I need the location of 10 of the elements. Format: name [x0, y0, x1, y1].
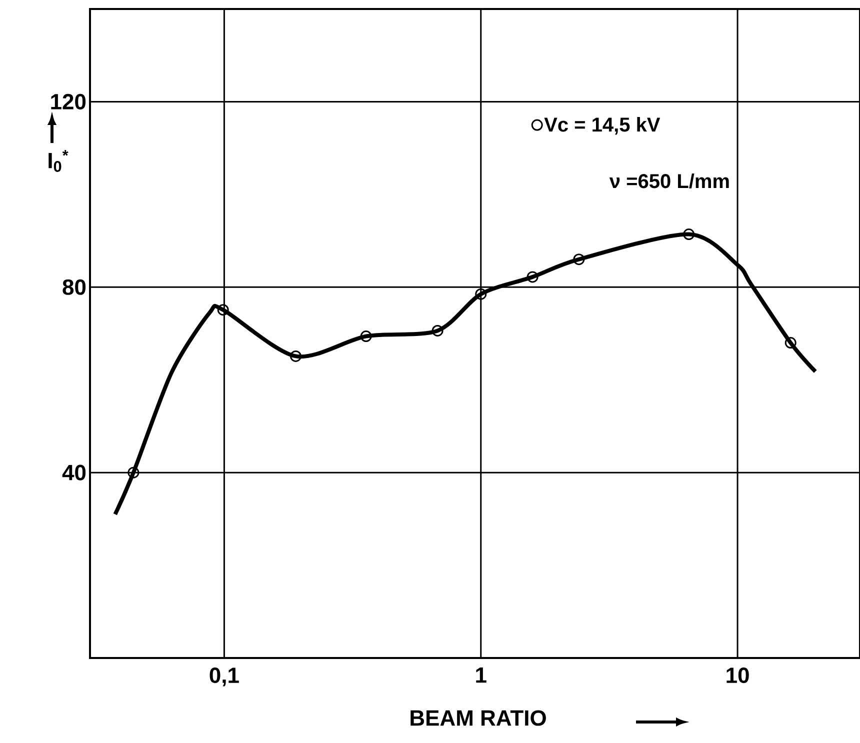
x-tick-label: 0,1	[210, 668, 239, 686]
annotation: ν =650 L/mm	[609, 174, 729, 188]
x-tick-label: 10	[726, 668, 749, 684]
y-axis-title: I$_{0}$*	[48, 150, 68, 172]
x-axis-title: BEAM RATIO	[410, 710, 546, 726]
legend-label: Vc = 14,5 kV	[544, 117, 660, 135]
y-tick-label: 80	[62, 279, 86, 295]
y-tick-label: 40	[62, 464, 86, 480]
x-tick-label: 1	[476, 668, 486, 683]
y-tick-label: 120	[51, 94, 86, 110]
